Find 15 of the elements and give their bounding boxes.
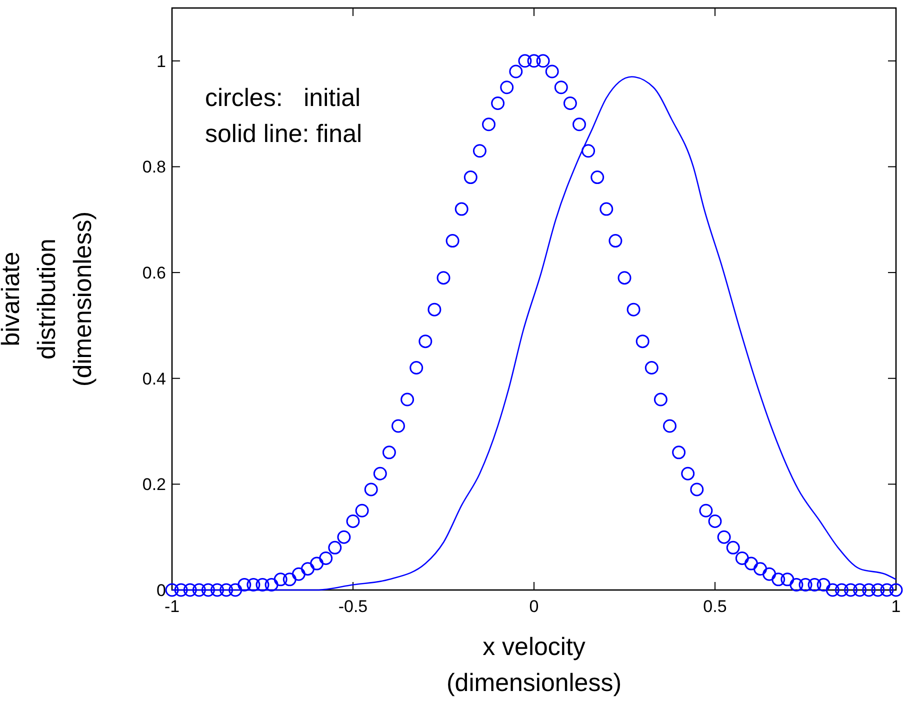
y-tick-label: 0 (156, 580, 166, 600)
y-tick-label: 0.6 (142, 263, 166, 282)
annotation: circles: initial (205, 84, 361, 112)
annotation: solid line: final (205, 120, 362, 148)
x-tick-label: -0.5 (338, 597, 368, 616)
y-tick-label: 0.2 (142, 475, 166, 494)
x-axis-title: x velocity (dimensionless) (446, 633, 622, 697)
y-tick-label: 1 (156, 52, 166, 71)
y-axis-title: bivariate distribution (dimensionless) (0, 211, 97, 387)
x-tick-label: 0 (529, 597, 539, 616)
x-tick-label: -1 (164, 597, 180, 616)
y-tick-label: 0.8 (142, 158, 166, 177)
x-tick-label: 0.5 (703, 597, 727, 616)
y-tick-label: 0.4 (142, 369, 166, 388)
x-tick-label: 1 (891, 597, 901, 616)
